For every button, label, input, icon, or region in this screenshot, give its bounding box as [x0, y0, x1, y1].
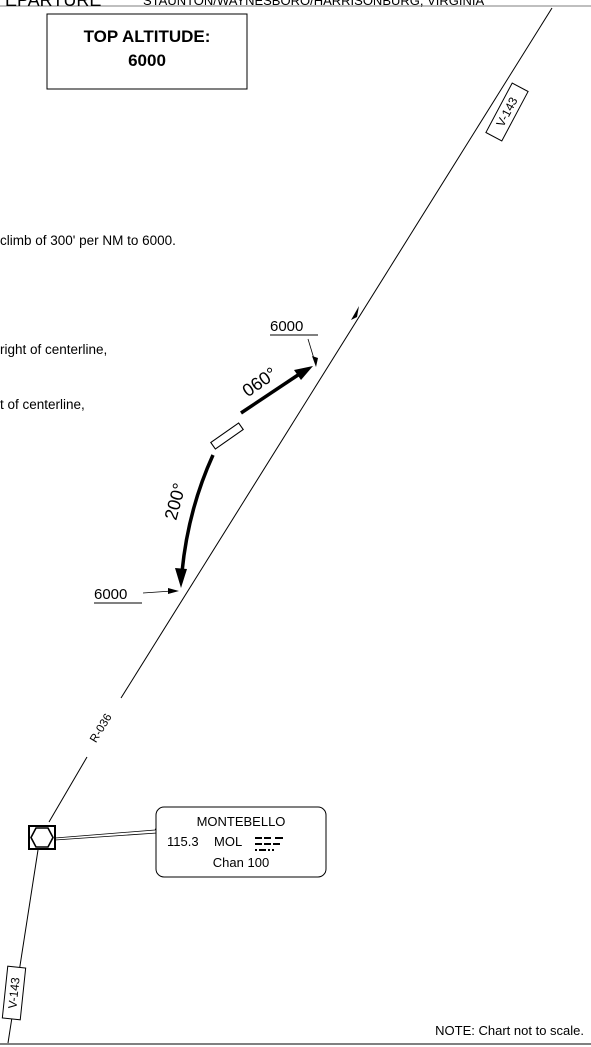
- navaid-channel: Chan 100: [213, 855, 269, 870]
- procedure-line-1: climb of 300' per NM to 6000.: [0, 233, 176, 248]
- runway-icon: [210, 422, 244, 450]
- inbound-course-arrowhead: [175, 568, 187, 588]
- route-direction-arrow: [351, 306, 359, 320]
- radial-label: R-036: [88, 712, 114, 745]
- vortac-icon: [28, 825, 56, 850]
- altitude-lower: 6000: [94, 586, 127, 603]
- altitude-lower-leader: [142, 590, 173, 594]
- altitude-upper: 6000: [270, 318, 303, 335]
- navaid-box: [155, 806, 327, 878]
- outbound-course-label: 060°: [239, 363, 281, 401]
- outbound-course-line: [240, 373, 299, 415]
- top-altitude-box: [46, 13, 248, 90]
- top-altitude-label: TOP ALTITUDE:: [84, 27, 211, 46]
- header-title-fragment: EPARTURE: [5, 0, 101, 10]
- svg-text:V-143: V-143: [5, 976, 22, 1009]
- navaid-name: MONTEBELLO: [197, 814, 286, 829]
- outbound-course-arrowhead: [294, 366, 313, 380]
- altitude-lower-arrowhead: [168, 588, 179, 594]
- airway-label-lower: V-143: [1, 965, 27, 1021]
- navaid-identifier: MOL: [214, 834, 242, 849]
- inbound-course-label: 200°: [161, 481, 190, 522]
- route-line-northeast-upper: [120, 7, 553, 699]
- route-line-northeast: [48, 756, 88, 823]
- header-location: STAUNTON/WAYNESBORO/HARRISONBURG, VIRGIN…: [143, 0, 484, 8]
- airway-label-upper: V-143: [485, 82, 529, 142]
- procedure-line-2: right of centerline,: [0, 342, 107, 357]
- procedure-line-3: t of centerline,: [0, 397, 85, 412]
- chart-note: NOTE: Chart not to scale.: [435, 1023, 584, 1038]
- altitude-upper-arrowhead: [312, 356, 318, 367]
- inbound-course-arc: [180, 454, 215, 573]
- navaid-leader-2: [54, 832, 158, 841]
- top-altitude-value: 6000: [128, 51, 166, 70]
- morse-code-icon: [255, 837, 283, 851]
- navaid-frequency: 115.3: [167, 834, 199, 849]
